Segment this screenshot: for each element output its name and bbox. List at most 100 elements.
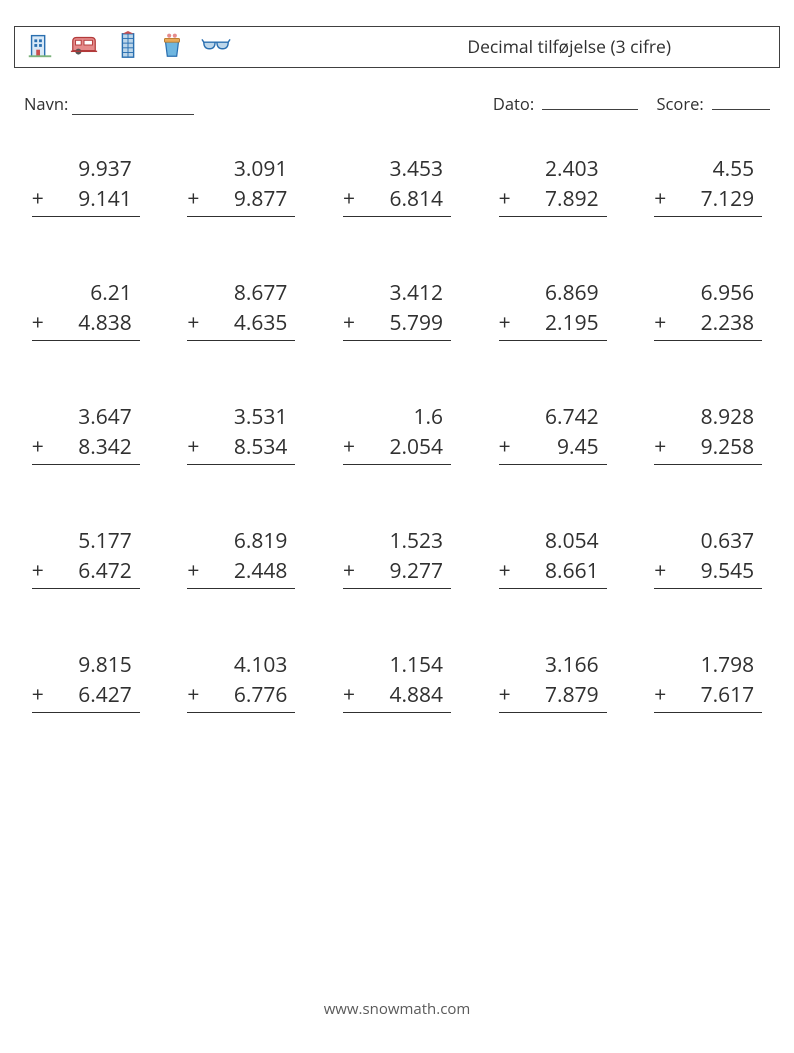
problem-op: + bbox=[654, 309, 670, 337]
header-icon-strip bbox=[25, 30, 231, 65]
problem-addend: 9.545 bbox=[670, 557, 754, 585]
problem-addend: 9.141 bbox=[48, 185, 132, 213]
score-label: Score: bbox=[656, 92, 703, 115]
problem-bottom: +7.892 bbox=[499, 185, 607, 217]
info-row: Navn: Dato: Score: bbox=[24, 92, 770, 115]
problem: 6.869+2.195 bbox=[499, 279, 607, 341]
problem-addend: 4.635 bbox=[203, 309, 287, 337]
problem-op: + bbox=[654, 185, 670, 213]
problem-bottom: +4.838 bbox=[32, 309, 140, 341]
problem-top: 3.166 bbox=[499, 651, 607, 681]
problem-bottom: +6.814 bbox=[343, 185, 451, 217]
problem: 3.412+5.799 bbox=[343, 279, 451, 341]
problem-top: 6.21 bbox=[32, 279, 140, 309]
problems-grid: 9.937+9.1413.091+9.8773.453+6.8142.403+7… bbox=[26, 155, 768, 713]
problem-op: + bbox=[499, 185, 515, 213]
problem-bottom: +7.617 bbox=[654, 681, 762, 713]
problem-op: + bbox=[654, 681, 670, 709]
score-blank[interactable] bbox=[712, 94, 770, 110]
problem-op: + bbox=[187, 557, 203, 585]
problem-bottom: +5.799 bbox=[343, 309, 451, 341]
problem: 3.453+6.814 bbox=[343, 155, 451, 217]
problem: 1.798+7.617 bbox=[654, 651, 762, 713]
problem-addend: 4.884 bbox=[359, 681, 443, 709]
problem: 1.6+2.054 bbox=[343, 403, 451, 465]
problem-top: 3.091 bbox=[187, 155, 295, 185]
problem-top: 9.937 bbox=[32, 155, 140, 185]
problem-bottom: +7.129 bbox=[654, 185, 762, 217]
problem: 3.091+9.877 bbox=[187, 155, 295, 217]
problem: 4.103+6.776 bbox=[187, 651, 295, 713]
problem-addend: 6.472 bbox=[48, 557, 132, 585]
problem-bottom: +4.884 bbox=[343, 681, 451, 713]
worksheet-title: Decimal tilføjelse (3 cifre) bbox=[467, 35, 761, 59]
problem: 2.403+7.892 bbox=[499, 155, 607, 217]
name-label: Navn: bbox=[24, 92, 68, 115]
problem-bottom: +9.277 bbox=[343, 557, 451, 589]
problem-bottom: +9.45 bbox=[499, 433, 607, 465]
problem-top: 8.677 bbox=[187, 279, 295, 309]
problem-addend: 8.534 bbox=[203, 433, 287, 461]
problem-addend: 8.661 bbox=[515, 557, 599, 585]
problem: 4.55+7.129 bbox=[654, 155, 762, 217]
problem: 6.742+9.45 bbox=[499, 403, 607, 465]
problem-op: + bbox=[499, 433, 515, 461]
problem-addend: 6.776 bbox=[203, 681, 287, 709]
problem-addend: 7.879 bbox=[515, 681, 599, 709]
problem: 0.637+9.545 bbox=[654, 527, 762, 589]
building-icon bbox=[25, 30, 55, 65]
date-blank[interactable] bbox=[542, 94, 638, 110]
problem-top: 3.647 bbox=[32, 403, 140, 433]
problem-top: 6.819 bbox=[187, 527, 295, 557]
date-label: Dato: bbox=[493, 92, 534, 115]
problem-op: + bbox=[187, 309, 203, 337]
problem-bottom: +4.635 bbox=[187, 309, 295, 341]
problem-op: + bbox=[343, 557, 359, 585]
problem-op: + bbox=[499, 557, 515, 585]
problem-bottom: +2.238 bbox=[654, 309, 762, 341]
problem-bottom: +8.661 bbox=[499, 557, 607, 589]
problem: 3.531+8.534 bbox=[187, 403, 295, 465]
problem-bottom: +8.534 bbox=[187, 433, 295, 465]
problem-top: 1.6 bbox=[343, 403, 451, 433]
problem-op: + bbox=[343, 433, 359, 461]
name-blank[interactable] bbox=[72, 99, 194, 115]
date-field: Dato: bbox=[493, 92, 639, 115]
problem: 1.154+4.884 bbox=[343, 651, 451, 713]
problem-addend: 9.258 bbox=[670, 433, 754, 461]
problem-top: 3.412 bbox=[343, 279, 451, 309]
problem-bottom: +6.776 bbox=[187, 681, 295, 713]
glasses-icon bbox=[201, 30, 231, 65]
problem-bottom: +2.448 bbox=[187, 557, 295, 589]
problem-addend: 7.617 bbox=[670, 681, 754, 709]
problem-op: + bbox=[32, 309, 48, 337]
problem-addend: 4.838 bbox=[48, 309, 132, 337]
problem-bottom: +9.877 bbox=[187, 185, 295, 217]
problem-op: + bbox=[499, 309, 515, 337]
problem: 8.677+4.635 bbox=[187, 279, 295, 341]
problem-bottom: +6.472 bbox=[32, 557, 140, 589]
problem-op: + bbox=[343, 185, 359, 213]
problem-op: + bbox=[32, 557, 48, 585]
problem-op: + bbox=[654, 557, 670, 585]
problem-addend: 2.054 bbox=[359, 433, 443, 461]
problem-op: + bbox=[187, 185, 203, 213]
problem-op: + bbox=[32, 185, 48, 213]
problem-op: + bbox=[343, 681, 359, 709]
header-box: Decimal tilføjelse (3 cifre) bbox=[14, 26, 780, 68]
problem: 3.647+8.342 bbox=[32, 403, 140, 465]
problem-addend: 8.342 bbox=[48, 433, 132, 461]
problem-op: + bbox=[654, 433, 670, 461]
problem-top: 8.928 bbox=[654, 403, 762, 433]
problem-top: 6.869 bbox=[499, 279, 607, 309]
problem-addend: 2.238 bbox=[670, 309, 754, 337]
problem: 5.177+6.472 bbox=[32, 527, 140, 589]
problem-bottom: +6.427 bbox=[32, 681, 140, 713]
problem-bottom: +9.141 bbox=[32, 185, 140, 217]
problem-top: 3.453 bbox=[343, 155, 451, 185]
problem-top: 9.815 bbox=[32, 651, 140, 681]
problem-op: + bbox=[499, 681, 515, 709]
worksheet-page: Decimal tilføjelse (3 cifre) Navn: Dato:… bbox=[0, 0, 794, 1053]
problem-top: 3.531 bbox=[187, 403, 295, 433]
problem-top: 4.103 bbox=[187, 651, 295, 681]
